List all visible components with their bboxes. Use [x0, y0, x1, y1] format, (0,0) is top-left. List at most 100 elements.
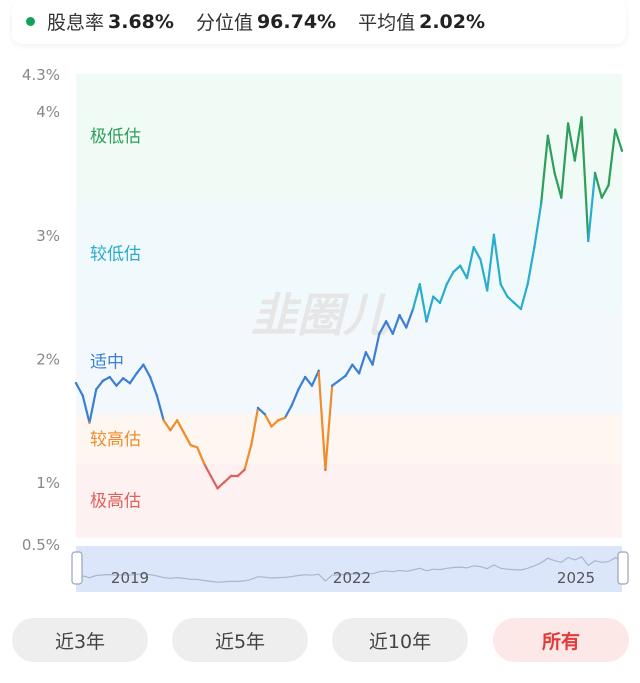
series-segment — [223, 474, 233, 484]
data-point — [169, 429, 172, 432]
data-point — [371, 363, 374, 366]
series-segment — [304, 375, 314, 387]
percentile-label: 分位值 — [195, 12, 253, 34]
data-point — [398, 313, 401, 317]
series-segment — [115, 377, 125, 387]
range-button-3y[interactable]: 近3年 — [12, 618, 148, 662]
data-point — [614, 128, 617, 131]
range-button-10y[interactable]: 近10年 — [332, 618, 468, 662]
series-segment — [243, 443, 253, 471]
range-button-all[interactable]: 所有 — [493, 618, 629, 662]
data-point — [115, 384, 118, 387]
series-segment — [607, 128, 617, 187]
data-point — [155, 394, 159, 397]
data-point — [364, 351, 368, 354]
data-point — [553, 171, 556, 175]
series-segment — [95, 379, 105, 391]
data-point — [162, 419, 165, 422]
legend-dot-icon — [26, 17, 35, 26]
data-point — [108, 375, 111, 379]
series-segment — [358, 351, 367, 375]
data-point — [378, 332, 381, 335]
data-point — [175, 419, 179, 422]
zone-band — [76, 309, 622, 415]
series-segment — [371, 332, 381, 366]
zone-label: 极高估 — [90, 492, 141, 512]
data-point — [425, 320, 428, 323]
data-point — [142, 363, 145, 366]
data-point — [351, 363, 354, 366]
series-segment — [600, 184, 610, 199]
range-handle-left[interactable] — [71, 551, 83, 585]
series-segment — [317, 369, 327, 471]
data-point — [438, 301, 442, 305]
data-point — [256, 406, 260, 410]
series-segment — [438, 283, 448, 304]
series-segment — [546, 134, 556, 175]
series-segment — [169, 419, 179, 432]
data-point — [566, 122, 570, 125]
data-point — [202, 462, 206, 465]
series-segment — [486, 233, 496, 292]
series-segment — [614, 128, 624, 152]
series-segment — [250, 406, 260, 447]
series-segment — [176, 419, 185, 434]
data-point — [384, 320, 388, 323]
data-point — [81, 394, 84, 397]
data-point — [243, 468, 246, 471]
series-segment — [297, 375, 307, 391]
series-segment — [499, 283, 509, 298]
series-segment — [566, 122, 576, 162]
data-point — [303, 375, 307, 379]
series-segment — [540, 134, 549, 205]
series-segment — [593, 171, 603, 199]
data-point — [472, 245, 475, 249]
summary-row: 股息率 3.68% 分位值 96.74% 平均值 2.02% — [26, 8, 507, 35]
series-segment — [74, 382, 84, 397]
data-point — [620, 149, 624, 152]
series-segment — [418, 283, 428, 323]
series-segment — [209, 474, 219, 490]
average-value: 2.02% — [419, 10, 486, 33]
series-segment — [182, 431, 192, 447]
data-point — [573, 159, 577, 162]
data-point — [317, 369, 320, 373]
data-point — [593, 171, 597, 175]
series-segment — [452, 264, 462, 273]
series-segment — [573, 116, 583, 162]
series-segment — [459, 264, 469, 280]
series-segment — [162, 419, 172, 432]
data-point — [418, 283, 421, 286]
data-point — [95, 388, 98, 391]
data-point — [270, 425, 273, 428]
series-segment — [142, 363, 152, 379]
series-segment — [270, 419, 280, 428]
data-point — [189, 443, 192, 447]
y-tick-label: 3% — [36, 227, 60, 245]
data-point — [607, 184, 610, 187]
zone-label: 极低估 — [90, 127, 141, 147]
data-point — [196, 446, 199, 449]
series-segment — [472, 246, 482, 261]
series-segment — [553, 171, 563, 199]
series-segment — [216, 481, 226, 490]
range-selector-label: 2022 — [333, 569, 371, 587]
series-segment — [533, 202, 543, 249]
data-point — [283, 416, 287, 420]
data-point — [182, 431, 186, 434]
data-point — [391, 332, 395, 335]
data-point — [74, 382, 78, 385]
range-selector-mini-line — [75, 556, 623, 583]
series-segment — [337, 374, 347, 382]
range-handle-right[interactable] — [617, 551, 629, 585]
series-segment — [196, 446, 206, 465]
data-point — [411, 307, 415, 311]
percentile-value: 96.74% — [256, 10, 337, 33]
zone-band — [76, 74, 622, 198]
zone-band — [76, 414, 622, 464]
y-tick-label: 0.5% — [22, 536, 60, 554]
dividend-value: 3.68% — [108, 10, 174, 33]
range-button-5y[interactable]: 近5年 — [172, 618, 308, 662]
series-segment — [432, 295, 442, 304]
